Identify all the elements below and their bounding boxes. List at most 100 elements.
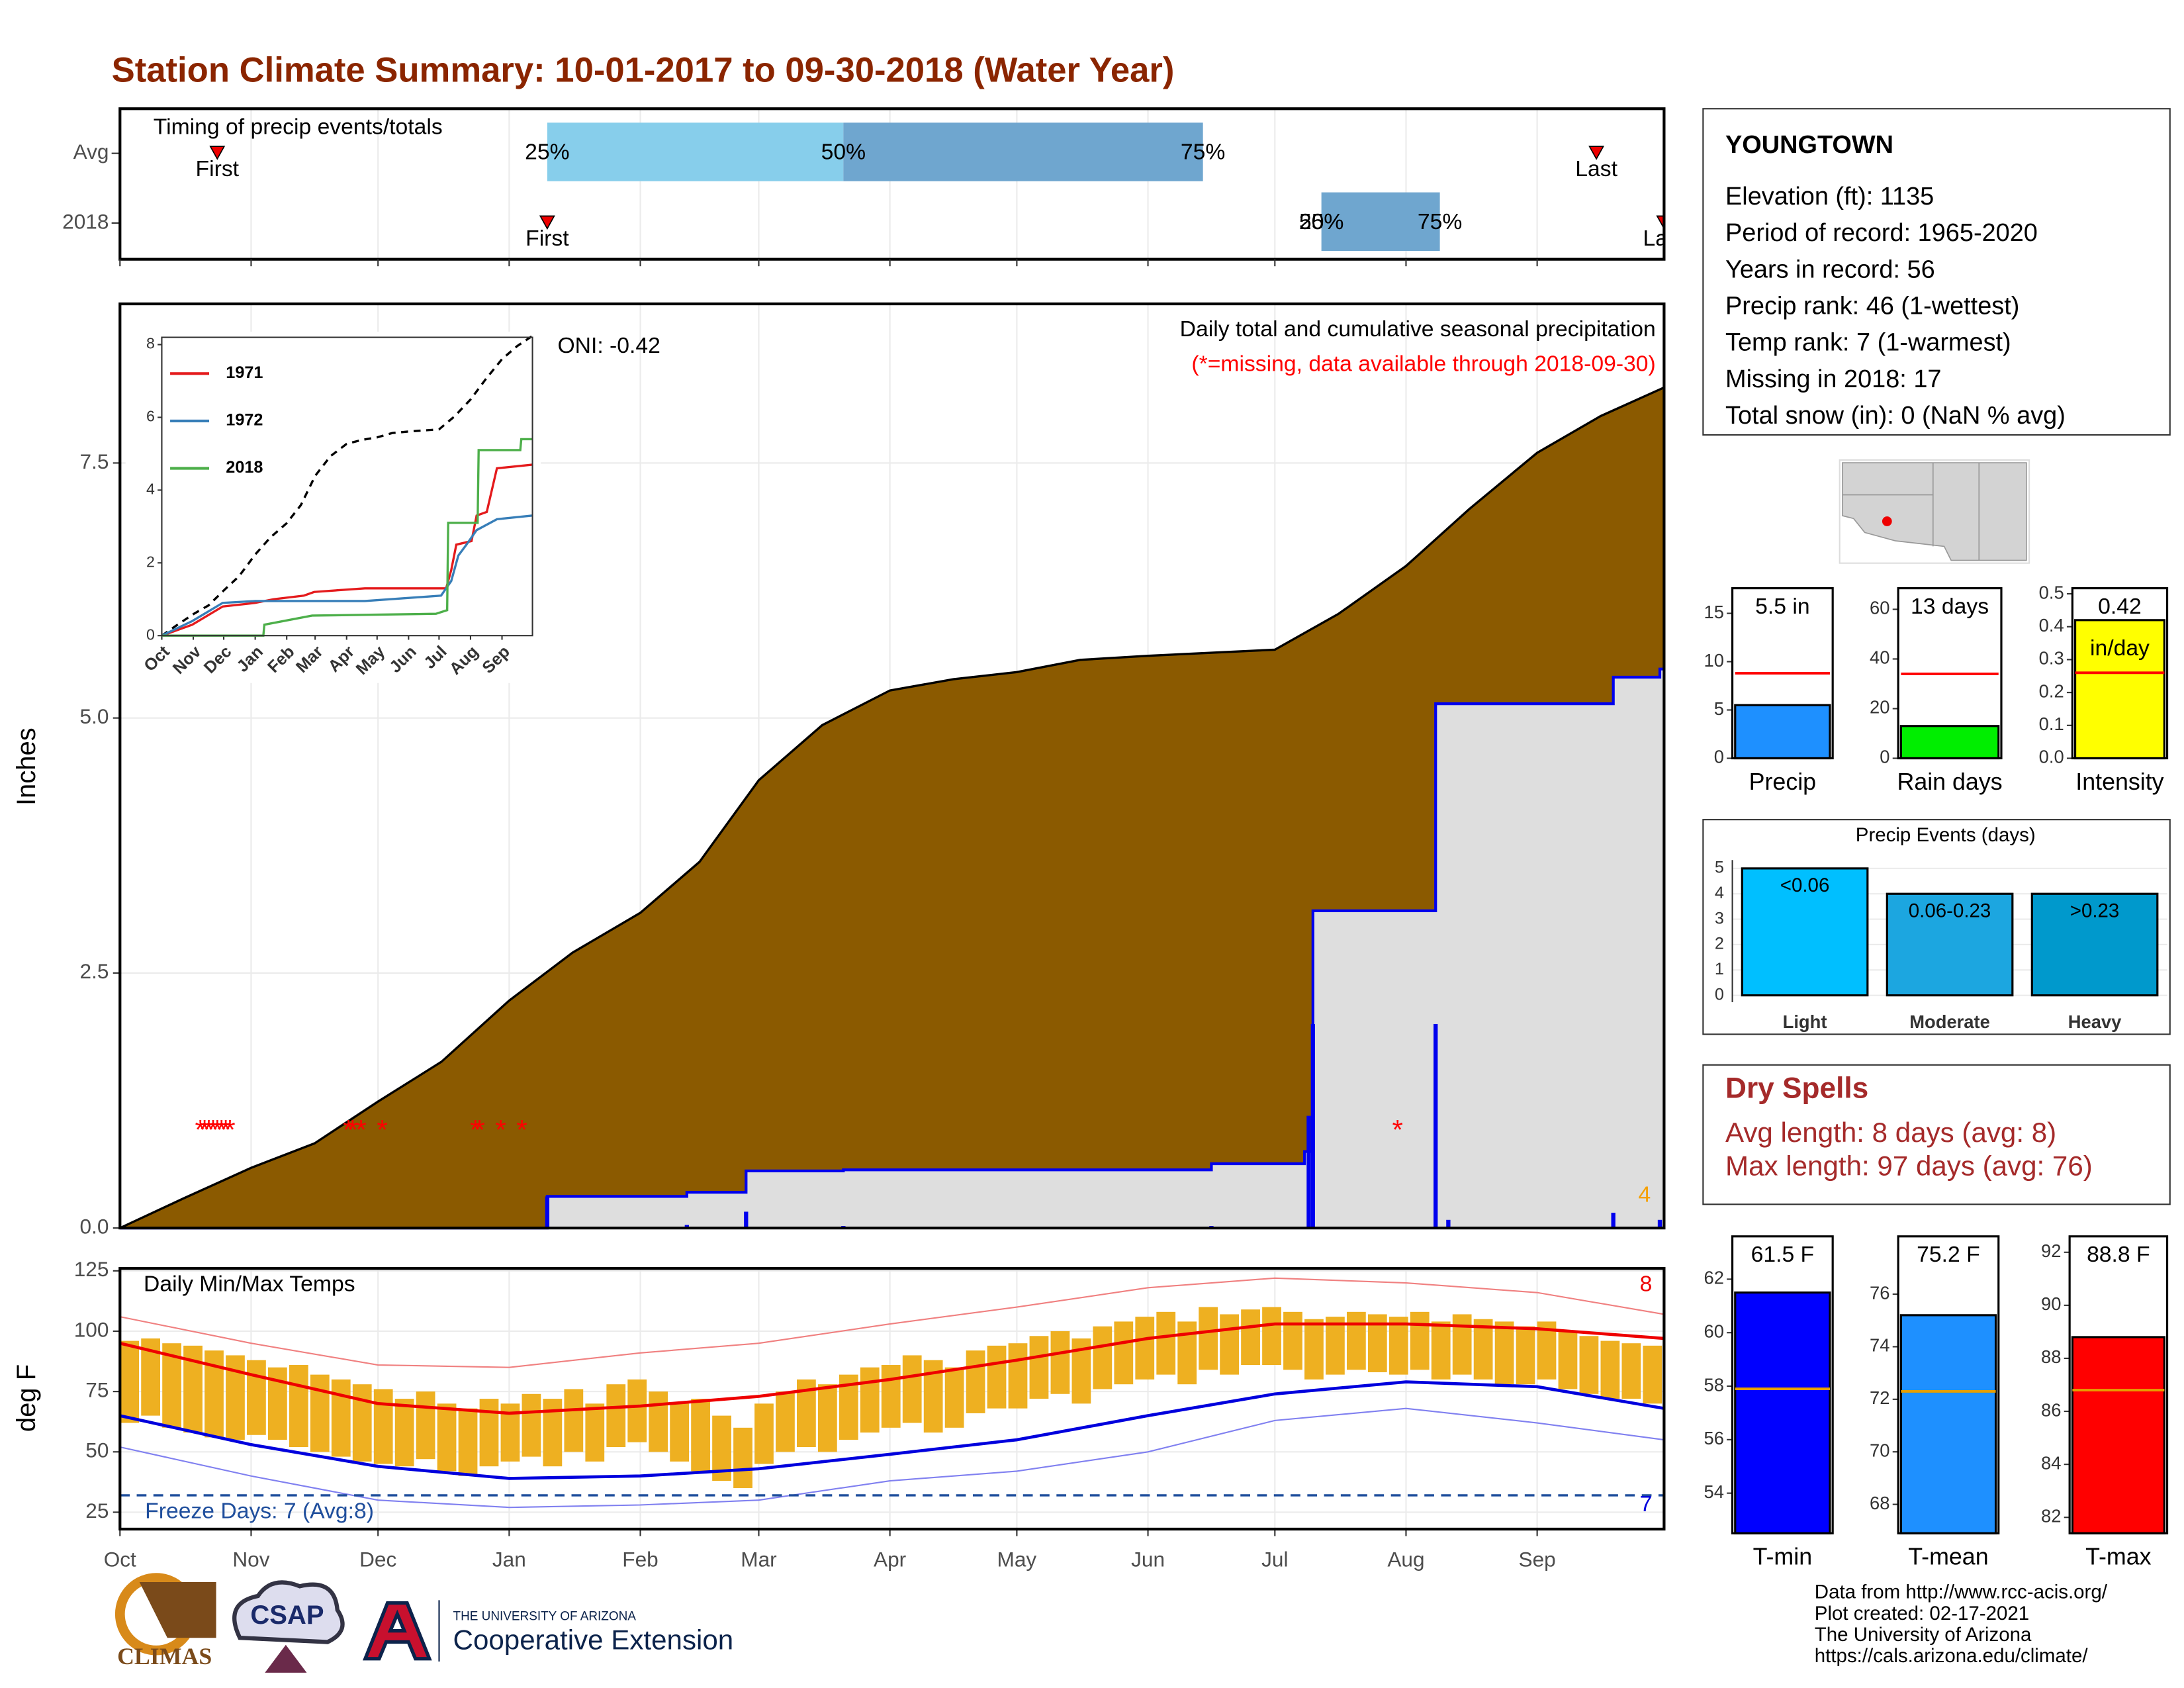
summary-border bbox=[2071, 587, 2169, 760]
inset-series-line bbox=[161, 463, 533, 637]
inset-border bbox=[161, 336, 533, 637]
footer-line: https://cals.arizona.edu/climate/ bbox=[1815, 1645, 2089, 1667]
summary-bar bbox=[2071, 1336, 2165, 1534]
missing-day-marker: * bbox=[195, 1114, 206, 1145]
daily-range-bar bbox=[649, 1391, 668, 1452]
event-bar bbox=[1741, 867, 1869, 997]
daily-range-bar bbox=[437, 1403, 457, 1472]
bin-label: >0.23 bbox=[2070, 900, 2120, 921]
y-tick-label: 100 bbox=[74, 1317, 109, 1341]
missing-day-marker: * bbox=[377, 1114, 387, 1145]
daily-range-bar bbox=[1621, 1343, 1641, 1399]
missing-day-marker: * bbox=[1392, 1114, 1402, 1145]
y-tick-label: 86 bbox=[2041, 1399, 2061, 1420]
y-tick-label: 82 bbox=[2041, 1505, 2061, 1526]
y-tick-label: 0.0 bbox=[2039, 747, 2064, 767]
quartile-bar bbox=[1321, 192, 1440, 252]
season-area-fill bbox=[120, 669, 1664, 1229]
y-tick-label: 2.5 bbox=[80, 959, 109, 983]
dry-spells-box bbox=[1702, 1064, 2171, 1205]
y-tick-label: 25 bbox=[85, 1499, 109, 1523]
daily-range-bar bbox=[1579, 1336, 1599, 1394]
x-tick-label: May bbox=[997, 1548, 1037, 1571]
info-line: Period of record: 1965-2020 bbox=[1725, 219, 2038, 247]
y-tick-label: 20 bbox=[1870, 697, 1889, 718]
y-tick-label: 60 bbox=[1870, 598, 1889, 618]
daily-range-bar bbox=[1410, 1311, 1430, 1370]
y-tick-label: 0.3 bbox=[2039, 648, 2064, 669]
summary-bar bbox=[1734, 704, 1831, 760]
summary-bar bbox=[1734, 1291, 1831, 1534]
daily-precip-bar bbox=[1657, 1219, 1662, 1229]
daily-range-bar bbox=[373, 1389, 393, 1464]
info-box bbox=[1702, 108, 2171, 436]
daily-range-bar bbox=[776, 1391, 795, 1452]
daily-precip-bar bbox=[1433, 1023, 1438, 1229]
category-label: Heavy bbox=[2068, 1011, 2122, 1032]
missing-day-marker: * bbox=[216, 1114, 226, 1145]
daily-range-bar bbox=[1346, 1311, 1366, 1370]
daily-range-bar bbox=[1050, 1331, 1070, 1394]
y-tick-label: 58 bbox=[1704, 1374, 1723, 1395]
info-line: Years in record: 56 bbox=[1725, 256, 1935, 283]
dry-spells-title: Dry Spells bbox=[1725, 1072, 1868, 1104]
climas-logo-shape bbox=[139, 1581, 216, 1638]
record-high-line bbox=[120, 1277, 1664, 1368]
inset-y-tick-label: 6 bbox=[146, 408, 155, 425]
x-tick-label: Jun bbox=[1131, 1548, 1165, 1571]
daily-precip-bar bbox=[1310, 1023, 1316, 1229]
inset-series-line bbox=[161, 514, 533, 637]
daily-range-bar bbox=[1262, 1307, 1281, 1366]
daily-range-bar bbox=[881, 1365, 901, 1428]
missing-day-marker: * bbox=[347, 1114, 358, 1145]
daily-range-bar bbox=[1494, 1321, 1514, 1385]
row-label: Avg bbox=[73, 140, 109, 164]
daily-range-bar bbox=[670, 1403, 690, 1462]
daily-range-bar bbox=[1643, 1345, 1662, 1404]
y-tick-label: 0.1 bbox=[2039, 714, 2064, 734]
freeze-days-label: Freeze Days: 7 (Avg:8) bbox=[145, 1499, 374, 1524]
daily-range-bar bbox=[1326, 1317, 1345, 1375]
x-tick-label: Feb bbox=[622, 1548, 658, 1571]
y-tick-label: 0 bbox=[1880, 747, 1889, 767]
daily-range-bar bbox=[522, 1393, 541, 1457]
event-marker bbox=[1656, 215, 1664, 230]
average-cumulative-line bbox=[119, 386, 1665, 1229]
event-marker bbox=[209, 146, 226, 160]
average-area-fill bbox=[120, 387, 1664, 1229]
inset-y-tick-label: 8 bbox=[146, 335, 155, 352]
daily-range-bar bbox=[1516, 1326, 1535, 1385]
missing-day-marker: * bbox=[470, 1114, 480, 1145]
y-tick-label: 54 bbox=[1704, 1481, 1723, 1502]
station-dot bbox=[1882, 516, 1892, 526]
daily-range-bar bbox=[1304, 1319, 1324, 1380]
summary-border bbox=[1731, 587, 1834, 760]
low-note: 7 bbox=[1640, 1492, 1653, 1517]
y-tick-label: 40 bbox=[1870, 647, 1889, 668]
daily-range-bar bbox=[247, 1360, 266, 1435]
bin-label: <0.06 bbox=[1780, 874, 1830, 896]
row-label: 2018 bbox=[62, 209, 109, 233]
y-tick-label: 72 bbox=[1870, 1387, 1889, 1408]
quartile-label: 25% bbox=[1299, 210, 1343, 234]
daily-range-bar bbox=[1283, 1311, 1302, 1370]
y-tick-label: 4 bbox=[1715, 884, 1724, 902]
quartile-bar bbox=[547, 122, 844, 181]
y-tick-label: 10 bbox=[1704, 650, 1723, 671]
event-marker bbox=[1588, 146, 1605, 160]
value-label: 61.5 F bbox=[1751, 1243, 1815, 1267]
daily-range-bar bbox=[352, 1384, 372, 1462]
x-tick-label: Jan bbox=[492, 1548, 526, 1571]
daily-range-bar bbox=[1029, 1336, 1049, 1399]
event-marker bbox=[539, 215, 555, 230]
legend-label: 2018 bbox=[226, 458, 263, 477]
summary-border bbox=[1897, 587, 2003, 760]
panel-title: Daily total and cumulative seasonal prec… bbox=[1180, 317, 1656, 342]
y-tick-label: 2 bbox=[1715, 935, 1724, 953]
x-tick-label: Sep bbox=[1519, 1548, 1556, 1571]
missing-day-marker: * bbox=[208, 1114, 218, 1145]
panel-border bbox=[118, 1267, 1666, 1531]
x-tick-label: Oct bbox=[104, 1548, 136, 1571]
inset-y-tick-label: 2 bbox=[146, 553, 155, 570]
